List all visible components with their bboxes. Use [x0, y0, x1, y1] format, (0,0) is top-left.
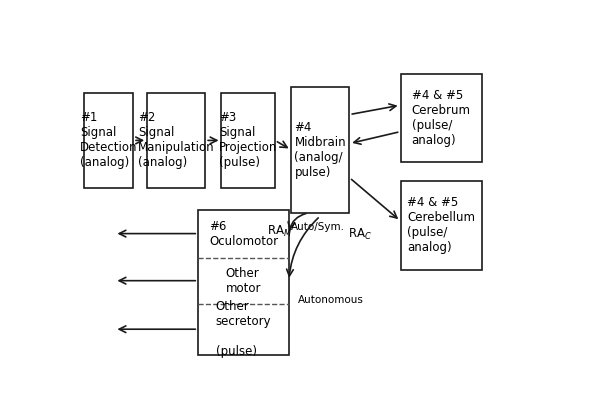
Text: Other
motor: Other motor: [226, 267, 262, 294]
Text: Auto/Sym.: Auto/Sym.: [291, 222, 345, 232]
Text: #1
Signal
Detection
(analog): #1 Signal Detection (analog): [80, 111, 137, 169]
FancyBboxPatch shape: [84, 93, 133, 188]
FancyBboxPatch shape: [401, 74, 482, 162]
FancyBboxPatch shape: [147, 93, 205, 188]
Text: Other
secretory

(pulse): Other secretory (pulse): [216, 300, 271, 358]
FancyBboxPatch shape: [401, 181, 482, 270]
Text: RA$_C$: RA$_C$: [348, 227, 372, 243]
Text: Autonomous: Autonomous: [298, 294, 364, 305]
Text: #4
Midbrain
(analog/
pulse): #4 Midbrain (analog/ pulse): [295, 121, 346, 179]
Text: #4 & #5
Cerebellum
(pulse/
analog): #4 & #5 Cerebellum (pulse/ analog): [407, 196, 475, 254]
Text: RA$_M$: RA$_M$: [267, 224, 292, 239]
Text: #2
Signal
Manipulation
(analog): #2 Signal Manipulation (analog): [138, 111, 214, 169]
Text: #6
Oculomotor: #6 Oculomotor: [209, 220, 278, 247]
Text: #4 & #5
Cerebrum
(pulse/
analog): #4 & #5 Cerebrum (pulse/ analog): [412, 89, 470, 147]
FancyBboxPatch shape: [291, 87, 349, 213]
FancyBboxPatch shape: [198, 210, 289, 355]
Text: #3
Signal
Projection
(pulse): #3 Signal Projection (pulse): [219, 111, 277, 169]
FancyBboxPatch shape: [221, 93, 275, 188]
